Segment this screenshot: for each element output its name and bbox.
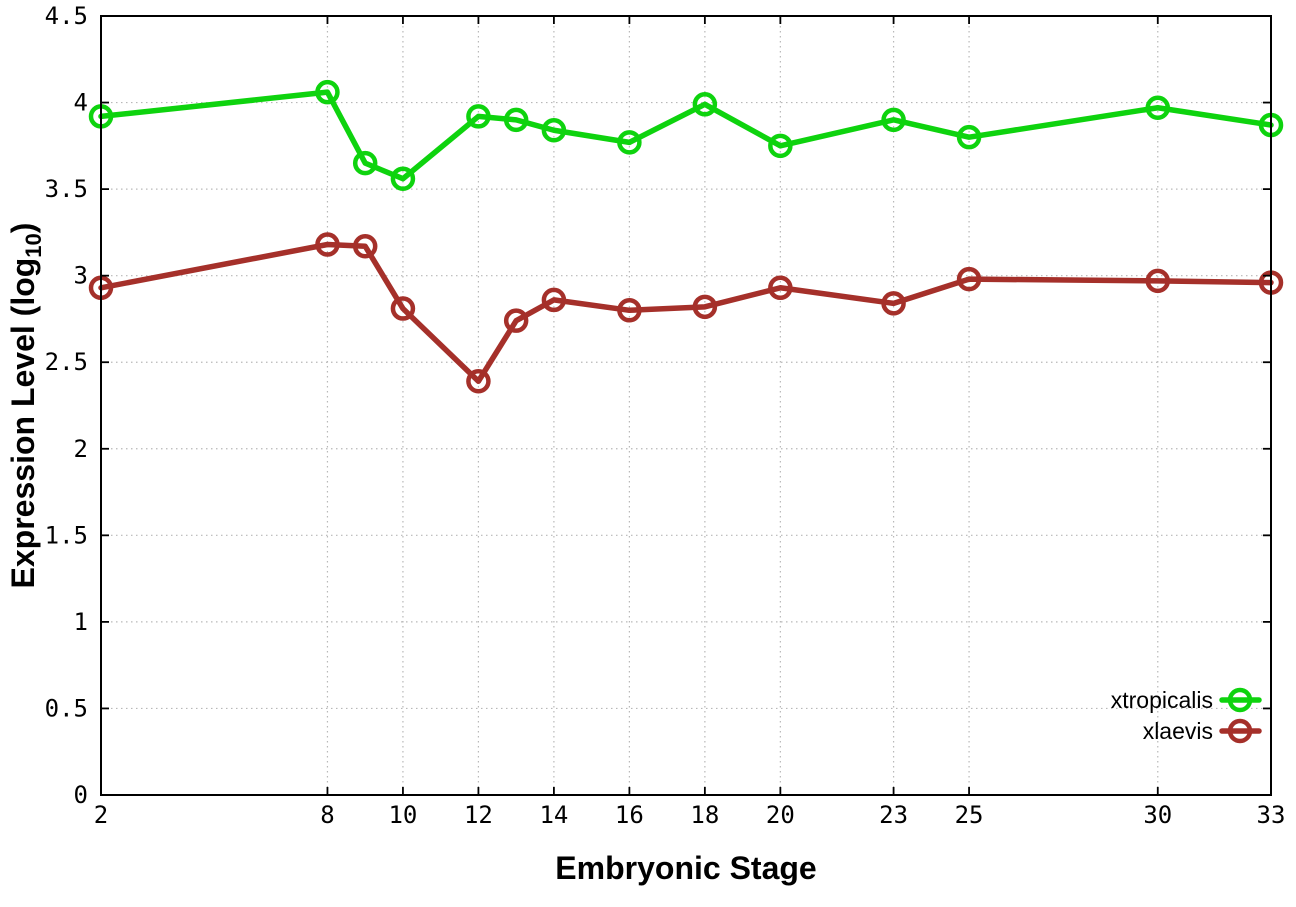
- legend-marker-xlaevis: [1227, 718, 1253, 744]
- legend: xtropicalis xlaevis: [1111, 687, 1262, 744]
- y-tick-label-1: 1: [74, 608, 88, 636]
- data-point-xtropicalis-16: [617, 130, 642, 155]
- y-tick-label-0: 0: [74, 781, 88, 809]
- data-point-xlaevis-16: [617, 298, 642, 323]
- legend-entry-xlaevis: xlaevis: [1143, 718, 1262, 744]
- legend-label-xlaevis: xlaevis: [1143, 718, 1213, 744]
- x-tick-label-20: 20: [766, 801, 795, 829]
- x-tick-label-2: 2: [94, 801, 108, 829]
- x-tick-label-14: 14: [539, 801, 568, 829]
- y-tick-label-3: 3: [74, 262, 88, 290]
- x-tick-label-33: 33: [1257, 801, 1286, 829]
- y-tick-label-4.5: 4.5: [45, 2, 88, 30]
- series-line-xtropicalis: [98, 89, 1274, 182]
- grid-lines: [101, 16, 1271, 795]
- x-axis-title: Embryonic Stage: [555, 850, 816, 886]
- data-point-xtropicalis-23: [881, 107, 906, 133]
- data-point-xlaevis-30: [1145, 268, 1171, 294]
- tick-marks: [100, 15, 1272, 796]
- y-tick-label-2: 2: [74, 435, 88, 463]
- data-point-xtropicalis-14: [541, 118, 567, 143]
- data-point-xlaevis-10: [390, 296, 416, 321]
- data-point-xtropicalis-8: [315, 79, 340, 105]
- data-point-xlaevis-25: [956, 266, 982, 292]
- data-point-xlaevis-9: [352, 233, 378, 259]
- data-point-xtropicalis-18: [692, 92, 718, 117]
- data-point-xlaevis-8: [315, 232, 340, 257]
- x-tick-label-12: 12: [464, 801, 493, 829]
- plot-border: [100, 15, 1272, 796]
- x-tick-label-30: 30: [1143, 801, 1172, 829]
- data-point-xtropicalis-20: [768, 133, 793, 159]
- data-point-xtropicalis-12: [466, 104, 491, 129]
- data-point-xtropicalis-25: [956, 124, 982, 150]
- series-xtropicalis: [88, 79, 1284, 191]
- data-point-xlaevis-14: [541, 287, 567, 313]
- data-point-xlaevis-18: [692, 294, 718, 320]
- x-tick-label-8: 8: [320, 801, 334, 829]
- data-point-xtropicalis-30: [1145, 95, 1171, 120]
- legend-entry-xtropicalis: xtropicalis: [1111, 687, 1262, 713]
- data-point-xlaevis-20: [768, 275, 793, 301]
- data-point-xlaevis-12: [466, 369, 491, 394]
- data-point-xlaevis-23: [881, 291, 906, 316]
- y-tick-label-4: 4: [74, 89, 88, 117]
- legend-label-xtropicalis: xtropicalis: [1111, 687, 1213, 713]
- y-tick-label-1.5: 1.5: [45, 521, 88, 549]
- x-tick-label-18: 18: [690, 801, 719, 829]
- data-point-xtropicalis-13: [503, 107, 529, 133]
- data-point-xtropicalis-9: [352, 150, 378, 176]
- x-tick-label-25: 25: [955, 801, 984, 829]
- series-line-xlaevis: [98, 241, 1274, 385]
- y-tick-label-0.5: 0.5: [45, 694, 88, 722]
- y-axis-title: Expression Level (log10): [5, 223, 46, 589]
- x-tick-label-16: 16: [615, 801, 644, 829]
- series-xlaevis: [88, 232, 1284, 394]
- legend-marker-xtropicalis: [1227, 687, 1253, 713]
- x-tick-label-23: 23: [879, 801, 908, 829]
- x-tick-label-10: 10: [388, 801, 417, 829]
- y-tick-label-2.5: 2.5: [45, 348, 88, 376]
- data-point-xlaevis-13: [503, 308, 529, 333]
- data-point-xtropicalis-10: [390, 166, 416, 191]
- y-tick-label-3.5: 3.5: [45, 175, 88, 203]
